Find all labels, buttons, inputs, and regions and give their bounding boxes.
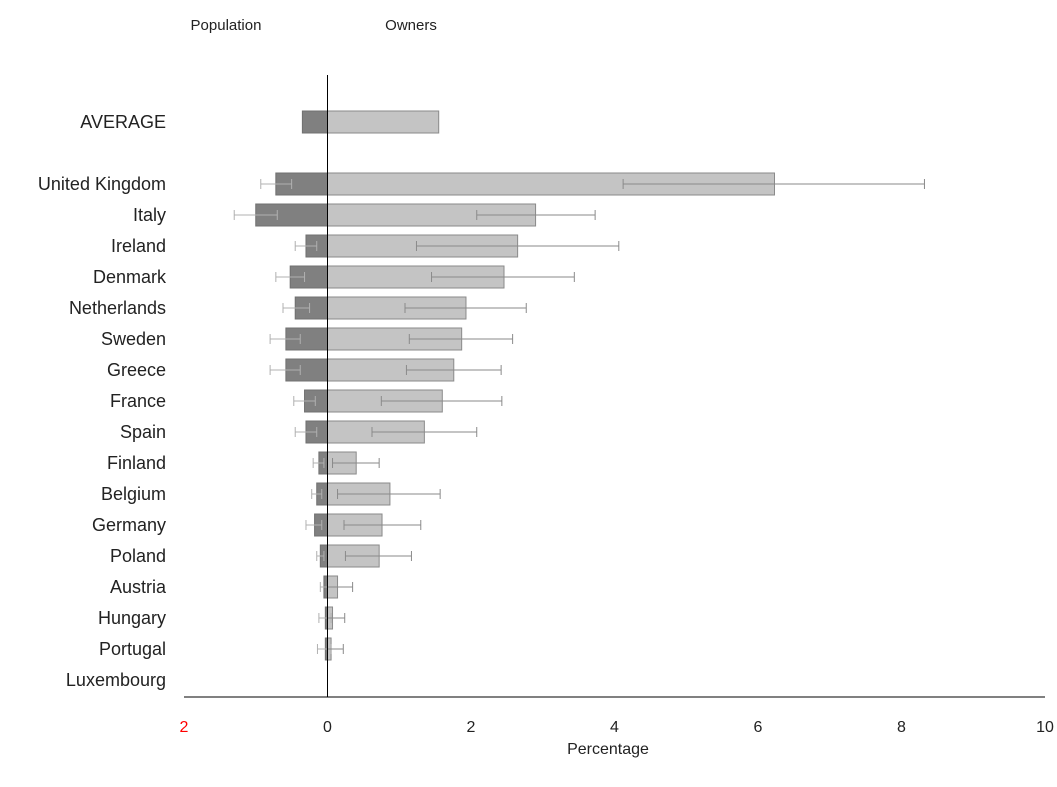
bar-population-average: [301, 110, 329, 134]
error-bar-population-italy: [233, 210, 278, 220]
category-label-france: France: [110, 391, 166, 411]
x-tick-label-5: 8: [897, 719, 906, 736]
x-tick-label-6: 10: [1036, 719, 1054, 736]
x-tick-label-3: 4: [610, 719, 619, 736]
x-tick-label-0: 2: [180, 719, 189, 736]
error-bar-population-united-kingdom: [260, 179, 293, 189]
error-bar-owners-finland: [332, 458, 380, 468]
category-label-belgium: Belgium: [101, 484, 166, 504]
error-bar-population-spain: [294, 427, 318, 437]
error-bar-owners-germany: [343, 520, 422, 530]
x-tick-labels: 2 0 2 4 6 8 10: [180, 719, 1054, 736]
x-tick-label-2: 2: [467, 719, 476, 736]
error-bar-population-netherlands: [282, 303, 311, 313]
error-bar-owners-united-kingdom: [622, 179, 925, 189]
bar-owners-average: [327, 110, 440, 134]
error-bar-owners-france: [380, 396, 503, 406]
bars-group: [255, 110, 776, 661]
error-bar-owners-greece: [405, 365, 502, 375]
category-label-greece: Greece: [107, 360, 166, 380]
category-label-portugal: Portugal: [99, 639, 166, 659]
x-axis-title: Percentage: [567, 741, 649, 758]
category-label-sweden: Sweden: [101, 329, 166, 349]
error-bars-group: [233, 179, 925, 654]
error-bar-owners-ireland: [415, 241, 620, 251]
error-bar-owners-poland: [344, 551, 412, 561]
error-bar-population-ireland: [294, 241, 318, 251]
error-bar-owners-italy: [476, 210, 596, 220]
category-label-average: AVERAGE: [80, 112, 166, 132]
error-bar-owners-sweden: [408, 334, 514, 344]
x-tick-label-4: 6: [754, 719, 763, 736]
category-label-luxembourg: Luxembourg: [66, 670, 166, 690]
error-bar-population-germany: [305, 520, 323, 530]
category-label-netherlands: Netherlands: [69, 298, 166, 318]
category-label-spain: Spain: [120, 422, 166, 442]
error-bar-population-denmark: [275, 272, 306, 282]
category-label-austria: Austria: [110, 577, 167, 597]
category-label-germany: Germany: [92, 515, 166, 535]
error-bar-population-poland: [316, 551, 325, 561]
error-bar-population-finland: [312, 458, 325, 468]
error-bar-population-greece: [269, 365, 301, 375]
category-label-italy: Italy: [133, 205, 166, 225]
category-label-poland: Poland: [110, 546, 166, 566]
category-label-united-kingdom: United Kingdom: [38, 174, 166, 194]
error-bar-owners-belgium: [337, 489, 441, 499]
category-label-denmark: Denmark: [93, 267, 167, 287]
legend-owners-label: Owners: [385, 17, 437, 34]
category-label-ireland: Ireland: [111, 236, 166, 256]
error-bar-owners-spain: [371, 427, 478, 437]
legend-population-label: Population: [191, 17, 262, 34]
x-tick-label-1: 0: [323, 719, 332, 736]
error-bar-population-belgium: [311, 489, 323, 499]
category-labels: AVERAGE United Kingdom Italy Ireland Denmark…: [38, 112, 167, 690]
error-bar-population-france: [293, 396, 316, 406]
error-bar-owners-netherlands: [404, 303, 527, 313]
category-label-hungary: Hungary: [98, 608, 166, 628]
legend: Population Owners: [191, 17, 437, 34]
category-label-finland: Finland: [107, 453, 166, 473]
error-bar-owners-denmark: [431, 272, 575, 282]
error-bar-population-sweden: [269, 334, 301, 344]
